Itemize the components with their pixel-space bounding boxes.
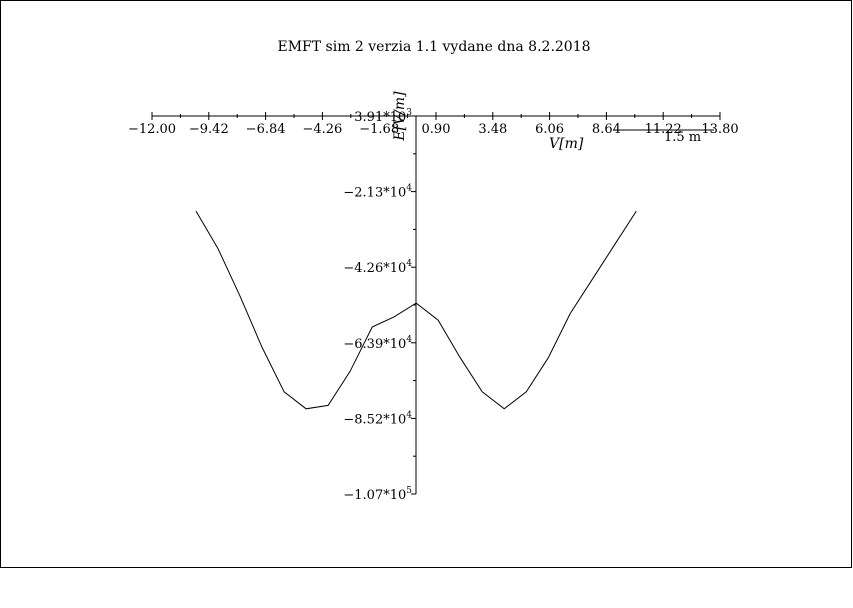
plot-border <box>0 0 852 568</box>
chart-title: EMFT sim 2 verzia 1.1 vydane dna 8.2.201… <box>277 39 590 55</box>
x-tick-label: 6.06 <box>535 122 564 137</box>
x-tick-label: −1.68 <box>359 122 399 137</box>
x-tick-label: −4.26 <box>302 122 342 137</box>
x-tick-label: −9.42 <box>189 122 229 137</box>
scale-bar-label: 1.5 m <box>664 130 701 145</box>
x-tick-label: 0.90 <box>422 122 451 137</box>
y-axis-label: E[V/m] <box>392 91 408 142</box>
y-tick-label: −8.52*104 <box>343 410 412 427</box>
series-group <box>195 210 637 410</box>
x-tick-label: −6.84 <box>246 122 286 137</box>
x-tick-label: 3.48 <box>478 122 507 137</box>
x-tick-label: 13.80 <box>701 122 738 137</box>
y-tick-label: 3.91*103 <box>354 108 412 125</box>
y-tick-label: −4.26*104 <box>343 259 412 276</box>
y-tick-label: −2.13*104 <box>343 184 412 201</box>
y-tick-label: −6.39*104 <box>343 335 412 352</box>
x-axis-ticks: −12.00 −9.42 −6.84 −4.26 −1.68 0.90 3.48 6.06 8.… <box>128 112 739 137</box>
x-tick-label: −12.00 <box>128 122 176 137</box>
y-axis-ticks: 3.91*103 −2.13*104 −4.26*104 −6.39*104 −8.52… <box>343 108 416 503</box>
y-tick-label: −1.07*105 <box>343 486 412 503</box>
series-line <box>195 210 637 410</box>
x-tick-label: 8.64 <box>592 122 621 137</box>
x-axis-label: V[m] <box>549 136 584 152</box>
